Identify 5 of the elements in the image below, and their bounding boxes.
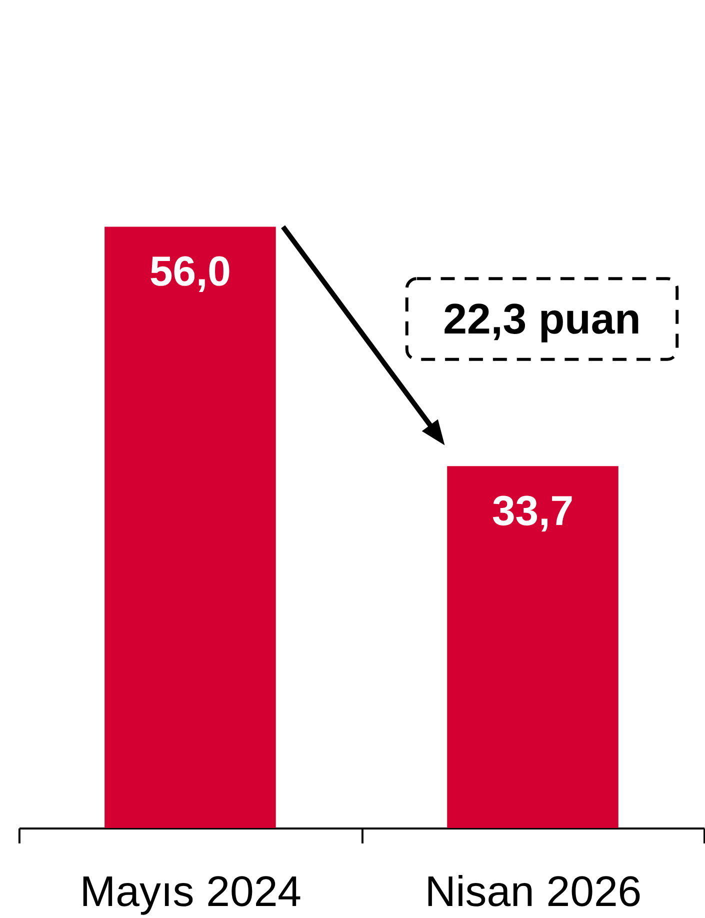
- x-tick-label: Nisan 2026: [424, 868, 642, 916]
- annotation: 22,3 puan: [443, 295, 641, 344]
- data-label: 56,0: [149, 248, 231, 295]
- x-tick-label: Mayıs 2024: [80, 868, 302, 916]
- data-label: 33,7: [492, 486, 574, 534]
